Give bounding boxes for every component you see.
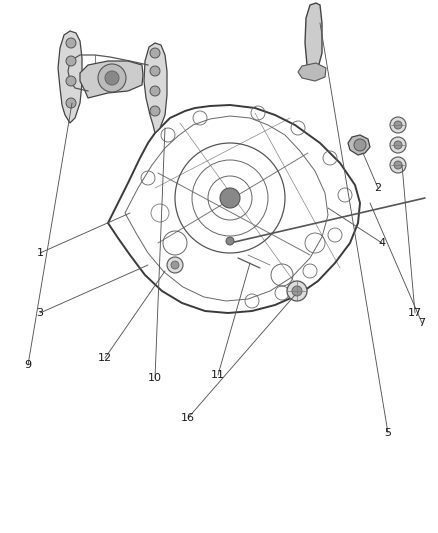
Text: 10: 10 — [148, 373, 162, 383]
Text: 11: 11 — [211, 370, 225, 380]
Text: 7: 7 — [418, 318, 426, 328]
Text: 16: 16 — [181, 413, 195, 423]
Polygon shape — [348, 135, 370, 155]
Polygon shape — [144, 43, 167, 133]
Circle shape — [390, 117, 406, 133]
Circle shape — [220, 188, 240, 208]
Circle shape — [354, 139, 366, 151]
Circle shape — [150, 48, 160, 58]
Text: 9: 9 — [25, 360, 32, 370]
Text: 4: 4 — [378, 238, 385, 248]
Circle shape — [150, 106, 160, 116]
Circle shape — [66, 76, 76, 86]
Text: 2: 2 — [374, 183, 381, 193]
Circle shape — [287, 281, 307, 301]
Circle shape — [390, 137, 406, 153]
Circle shape — [167, 257, 183, 273]
Circle shape — [66, 98, 76, 108]
Circle shape — [150, 86, 160, 96]
Polygon shape — [80, 61, 143, 98]
Circle shape — [105, 71, 119, 85]
Circle shape — [394, 161, 402, 169]
Text: 12: 12 — [98, 353, 112, 363]
Text: 17: 17 — [408, 308, 422, 318]
Circle shape — [226, 237, 234, 245]
Circle shape — [292, 286, 302, 296]
Circle shape — [394, 121, 402, 129]
Polygon shape — [298, 63, 326, 81]
Circle shape — [66, 38, 76, 48]
Text: 5: 5 — [385, 428, 392, 438]
Polygon shape — [305, 3, 322, 73]
Polygon shape — [58, 31, 82, 123]
Circle shape — [171, 261, 179, 269]
Circle shape — [394, 141, 402, 149]
Circle shape — [150, 66, 160, 76]
Circle shape — [98, 64, 126, 92]
Circle shape — [66, 56, 76, 66]
Text: 1: 1 — [36, 248, 43, 258]
Text: 3: 3 — [36, 308, 43, 318]
Circle shape — [390, 157, 406, 173]
